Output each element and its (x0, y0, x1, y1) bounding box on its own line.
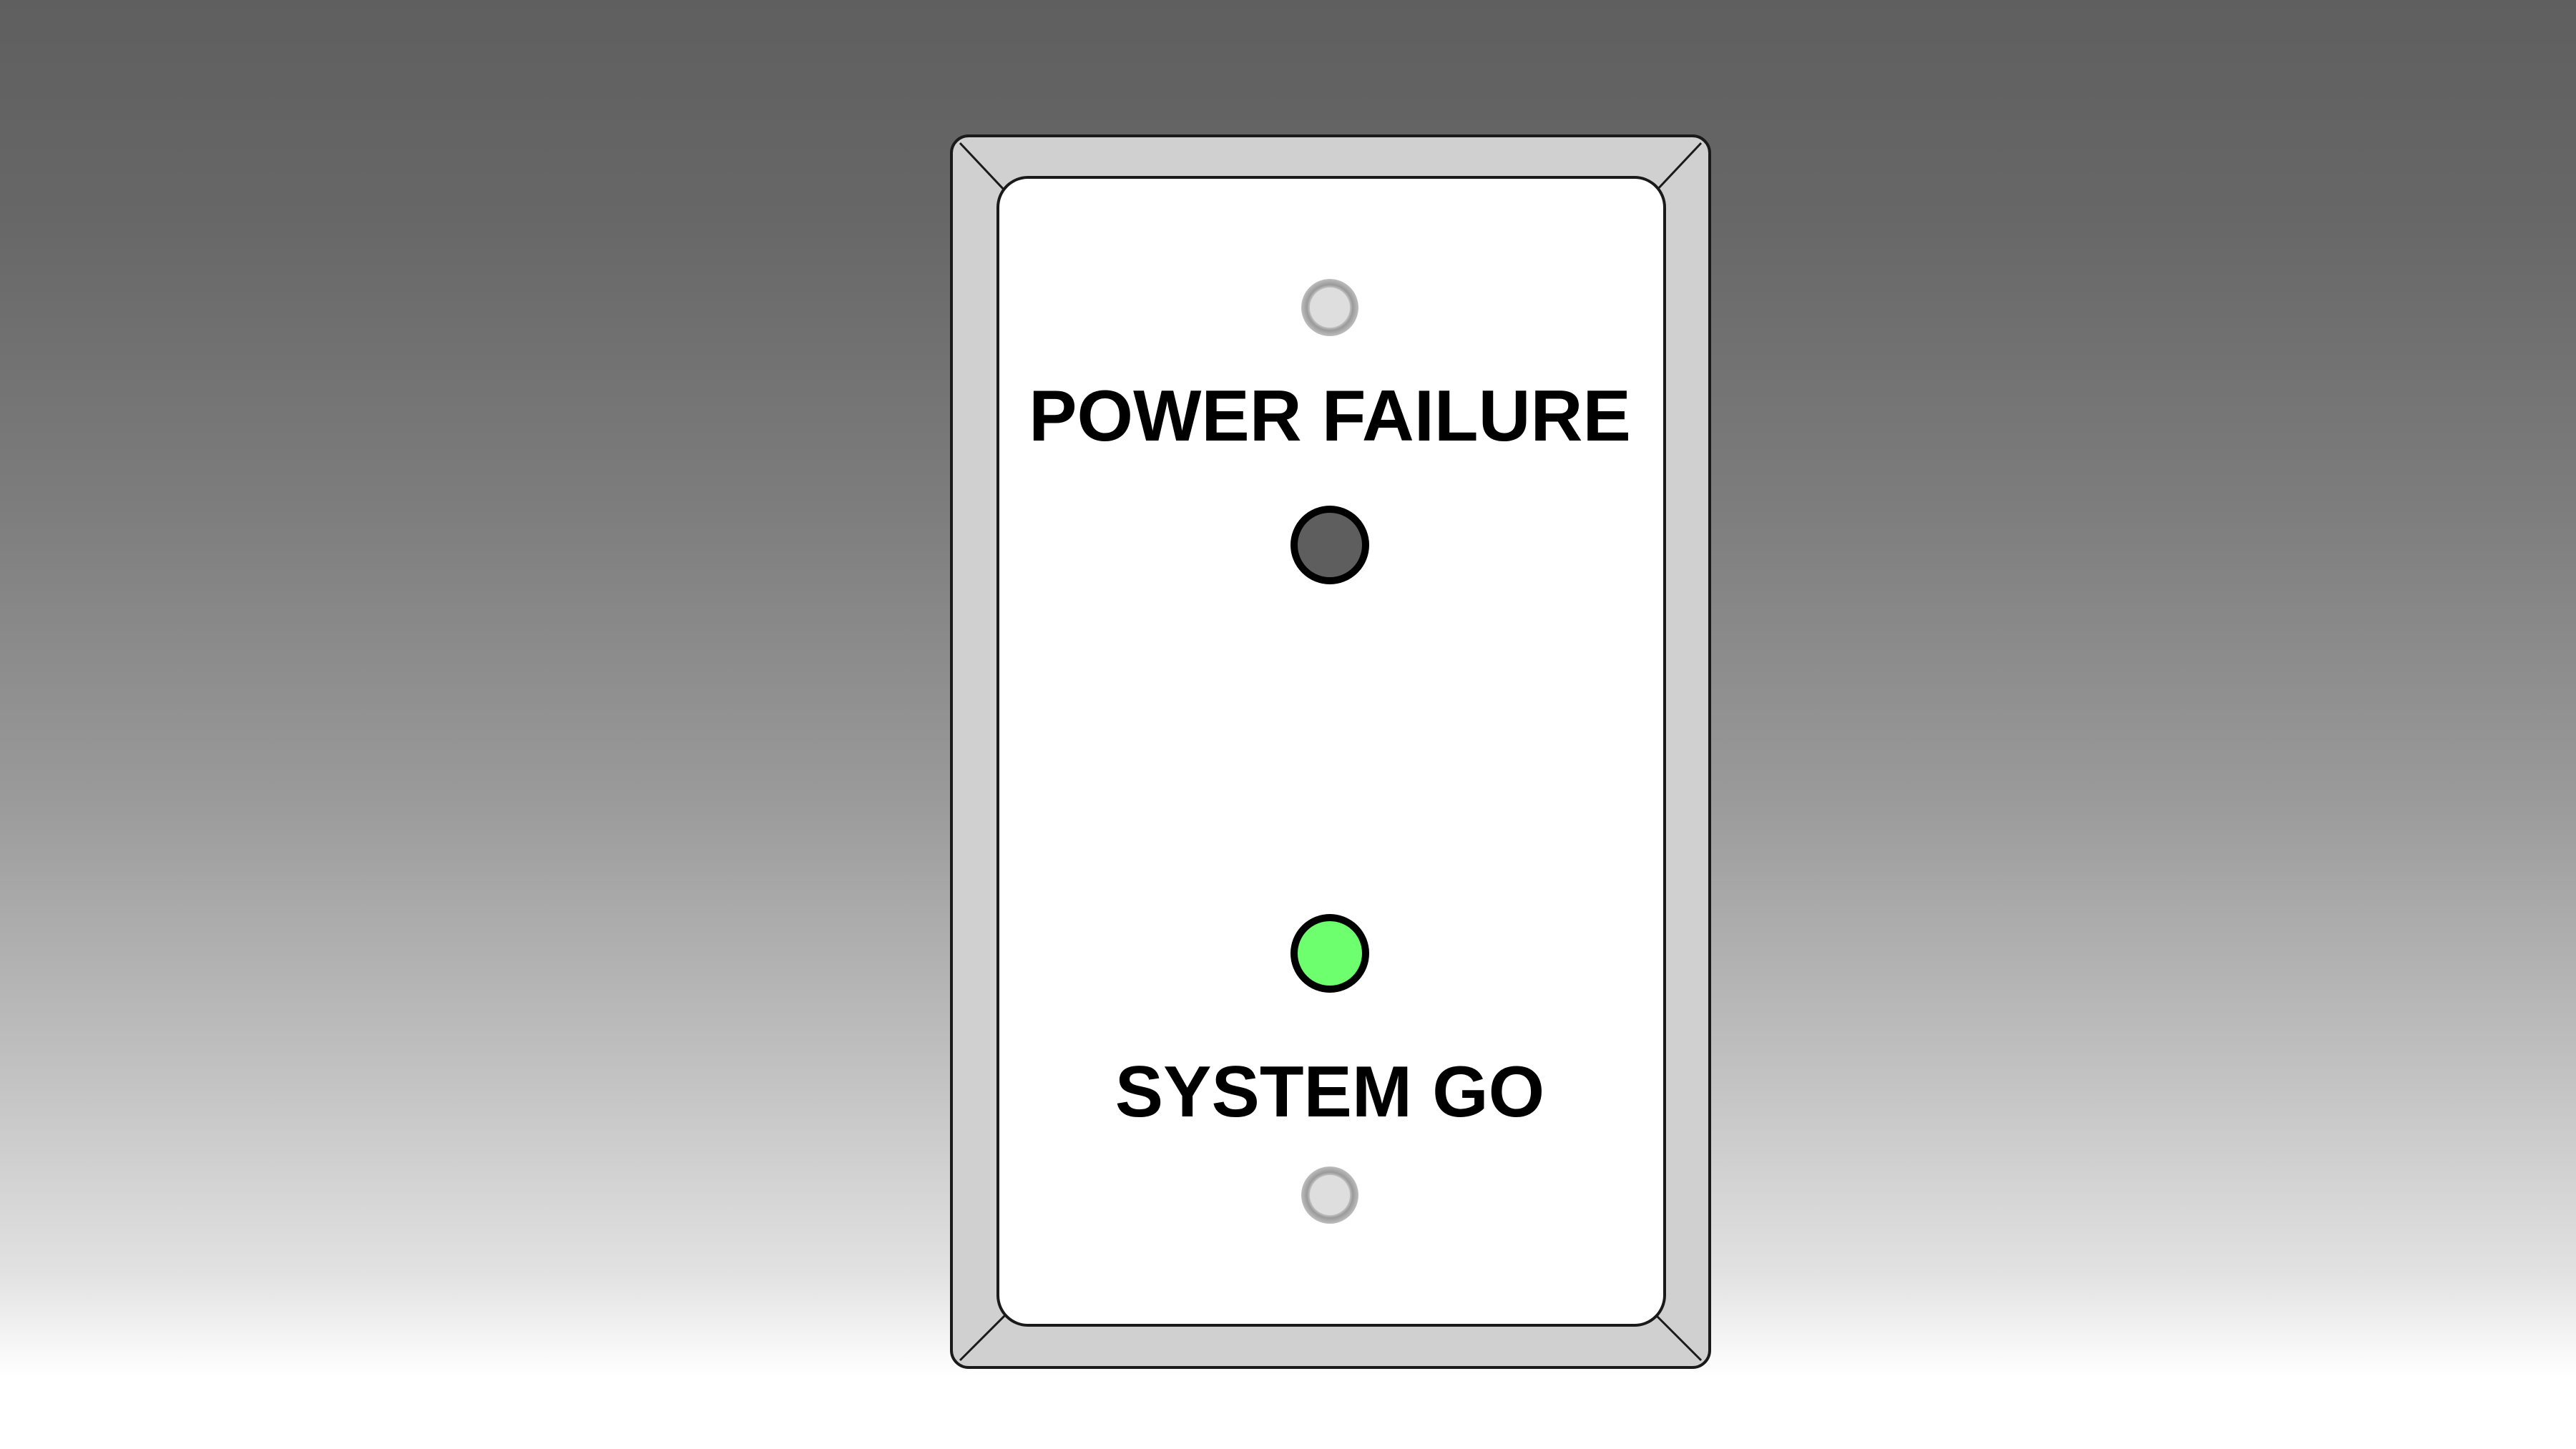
system-go-label: SYSTEM GO (1115, 1052, 1544, 1132)
panel-faceplate (996, 176, 1666, 1327)
power-failure-label: POWER FAILURE (1029, 376, 1631, 456)
system-go-indicator (1291, 914, 1369, 993)
power-failure-indicator (1291, 506, 1369, 584)
bottom-screw-icon (1301, 1166, 1358, 1224)
top-screw-icon (1301, 279, 1358, 336)
